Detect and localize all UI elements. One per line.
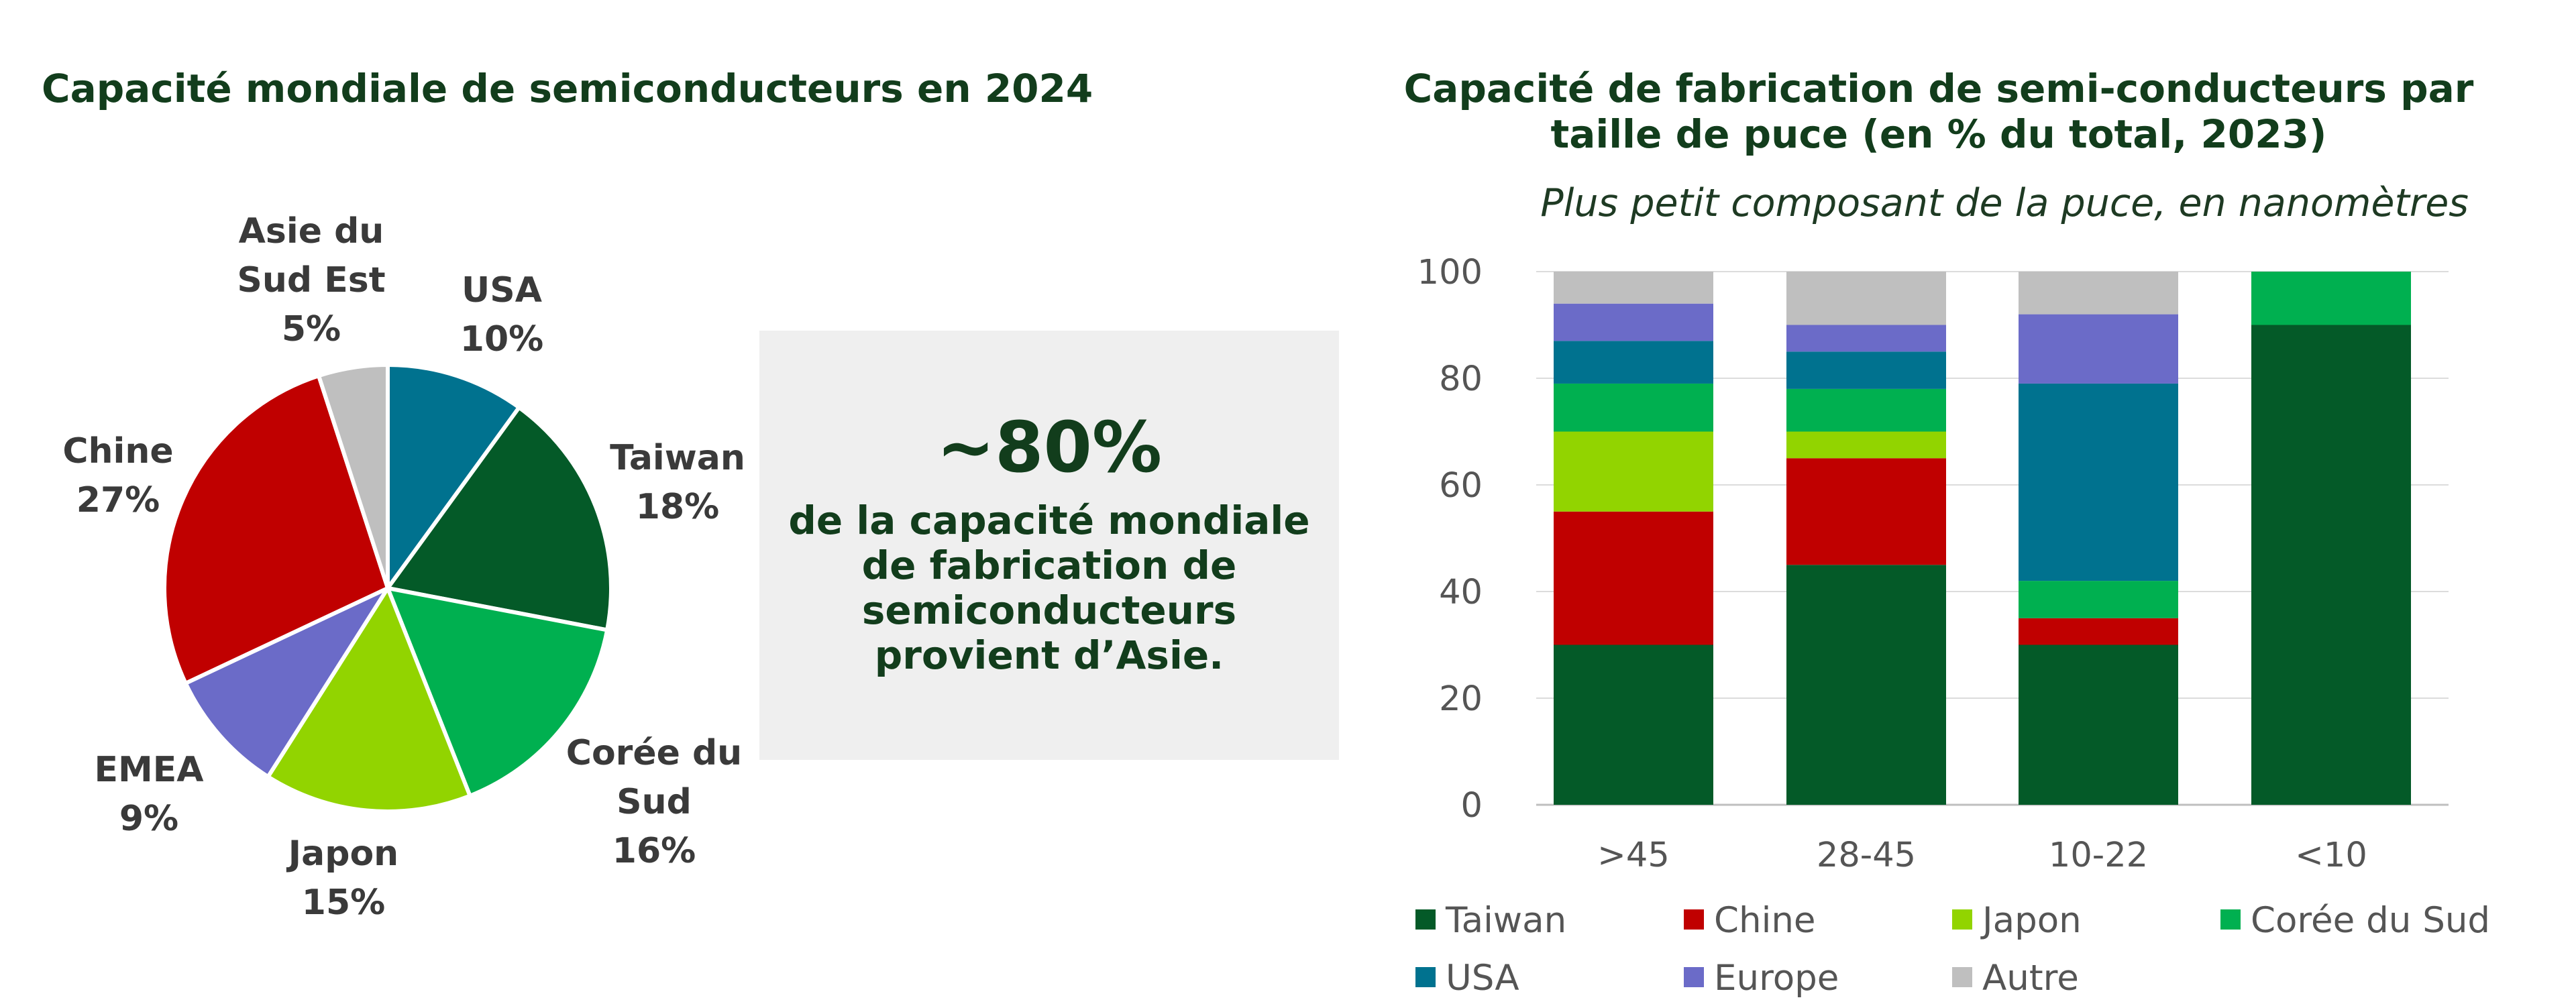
bar-autre-10-22 xyxy=(2019,272,2178,315)
legend-swatch-europe xyxy=(1684,967,1704,987)
bar-chart-subtitle: Plus petit composant de la puce, en nano… xyxy=(1540,181,2469,225)
pie-label-taiwan: Taiwan 18% xyxy=(610,438,745,527)
y-tick-label: 0 xyxy=(1461,786,1483,826)
bar-usa-gt45 xyxy=(1554,341,1713,384)
pie-slice-chine xyxy=(162,373,390,686)
bar-coree-du-sud-28-45 xyxy=(1786,388,1946,432)
bar-usa-28-45 xyxy=(1786,351,1946,389)
legend-label-chine: Chine xyxy=(1714,900,1816,941)
pie-slice-usa xyxy=(386,362,522,595)
pie-slice-taiwan xyxy=(384,404,613,632)
bar-autre-gt45 xyxy=(1554,272,1713,304)
legend-swatch-taiwan xyxy=(1415,909,1436,930)
bar-autre-28-45 xyxy=(1786,272,1946,325)
bar-coree-du-sud-gt45 xyxy=(1554,383,1713,432)
pie-slice-asie-du-sud-est xyxy=(316,362,390,589)
bar-taiwan-gt45 xyxy=(1554,645,1713,805)
pie-slice-japon xyxy=(265,583,473,814)
legend-swatch-japon xyxy=(1952,909,1972,930)
bar-chine-28-45 xyxy=(1786,458,1946,565)
legend-label-usa: USA xyxy=(1446,958,1519,999)
bar-chart-title: Capacité de fabrication de semi-conducte… xyxy=(1403,66,2474,157)
bar-usa-10-22 xyxy=(2019,383,2178,581)
bar-taiwan-lt10 xyxy=(2251,325,2411,805)
bar-europe-10-22 xyxy=(2019,314,2178,384)
x-tick-label: <10 xyxy=(2295,836,2367,875)
stacked-bar-chart: 0 20 40 60 80 100 >45 28-45 10-22 <10 Taiwan Chine J… xyxy=(1415,253,2490,999)
pie-label-usa: USA 10% xyxy=(460,270,543,359)
legend-swatch-autre xyxy=(1952,967,1972,987)
bar-coree-du-sud-10-22 xyxy=(2019,581,2178,618)
legend-label-coree-du-sud: Corée du Sud xyxy=(2251,900,2490,941)
pie-label-chine: Chine 27% xyxy=(62,431,173,520)
callout-text: de la capacité mondiale de fabrication d… xyxy=(788,498,1310,678)
x-tick-label: 10-22 xyxy=(2049,836,2148,875)
callout-headline: ~80% xyxy=(936,406,1163,488)
x-tick-label: 28-45 xyxy=(1817,836,1916,875)
legend-label-taiwan: Taiwan xyxy=(1445,900,1566,941)
legend-label-japon: Japon xyxy=(1980,900,2082,941)
legend-swatch-chine xyxy=(1684,909,1704,930)
pie-label-coree-du-sud: Corée du Sud 16% xyxy=(566,733,742,871)
asia-share-callout: ~80% de la capacité mondiale de fabricat… xyxy=(759,331,1339,760)
bar-taiwan-10-22 xyxy=(2019,645,2178,805)
legend-swatch-usa xyxy=(1415,967,1436,987)
y-tick-label: 40 xyxy=(1439,573,1483,612)
pie-chart: USA 10% Taiwan 18% Corée du Sud 16% Japon 15% EME… xyxy=(62,211,745,923)
legend-label-europe: Europe xyxy=(1714,958,1839,999)
legend-label-autre: Autre xyxy=(1982,958,2079,999)
bar-europe-gt45 xyxy=(1554,303,1713,341)
bar-europe-28-45 xyxy=(1786,325,1946,352)
legend-swatch-coree-du-sud xyxy=(2220,909,2241,930)
y-tick-label: 100 xyxy=(1417,253,1483,292)
y-tick-label: 60 xyxy=(1439,466,1483,506)
bar-chine-gt45 xyxy=(1554,511,1713,645)
bar-taiwan-28-45 xyxy=(1786,565,1946,805)
pie-label-asie-du-sud-est: Asie du Sud Est 5% xyxy=(237,211,385,349)
pie-slice-emea xyxy=(182,583,394,780)
x-tick-label: >45 xyxy=(1597,836,1670,875)
y-tick-label: 20 xyxy=(1439,679,1483,719)
bar-coree-du-sud-lt10 xyxy=(2251,272,2411,325)
bar-japon-gt45 xyxy=(1554,431,1713,512)
bar-japon-28-45 xyxy=(1786,431,1946,459)
y-tick-label: 80 xyxy=(1439,359,1483,399)
bar-chine-10-22 xyxy=(2019,618,2178,645)
pie-chart-title: Capacité mondiale de semiconducteurs en … xyxy=(42,66,1093,111)
pie-label-emea: EMEA 9% xyxy=(94,750,203,839)
pie-label-japon: Japon 15% xyxy=(286,834,398,923)
pie-slice-coree-du-sud xyxy=(384,585,610,799)
